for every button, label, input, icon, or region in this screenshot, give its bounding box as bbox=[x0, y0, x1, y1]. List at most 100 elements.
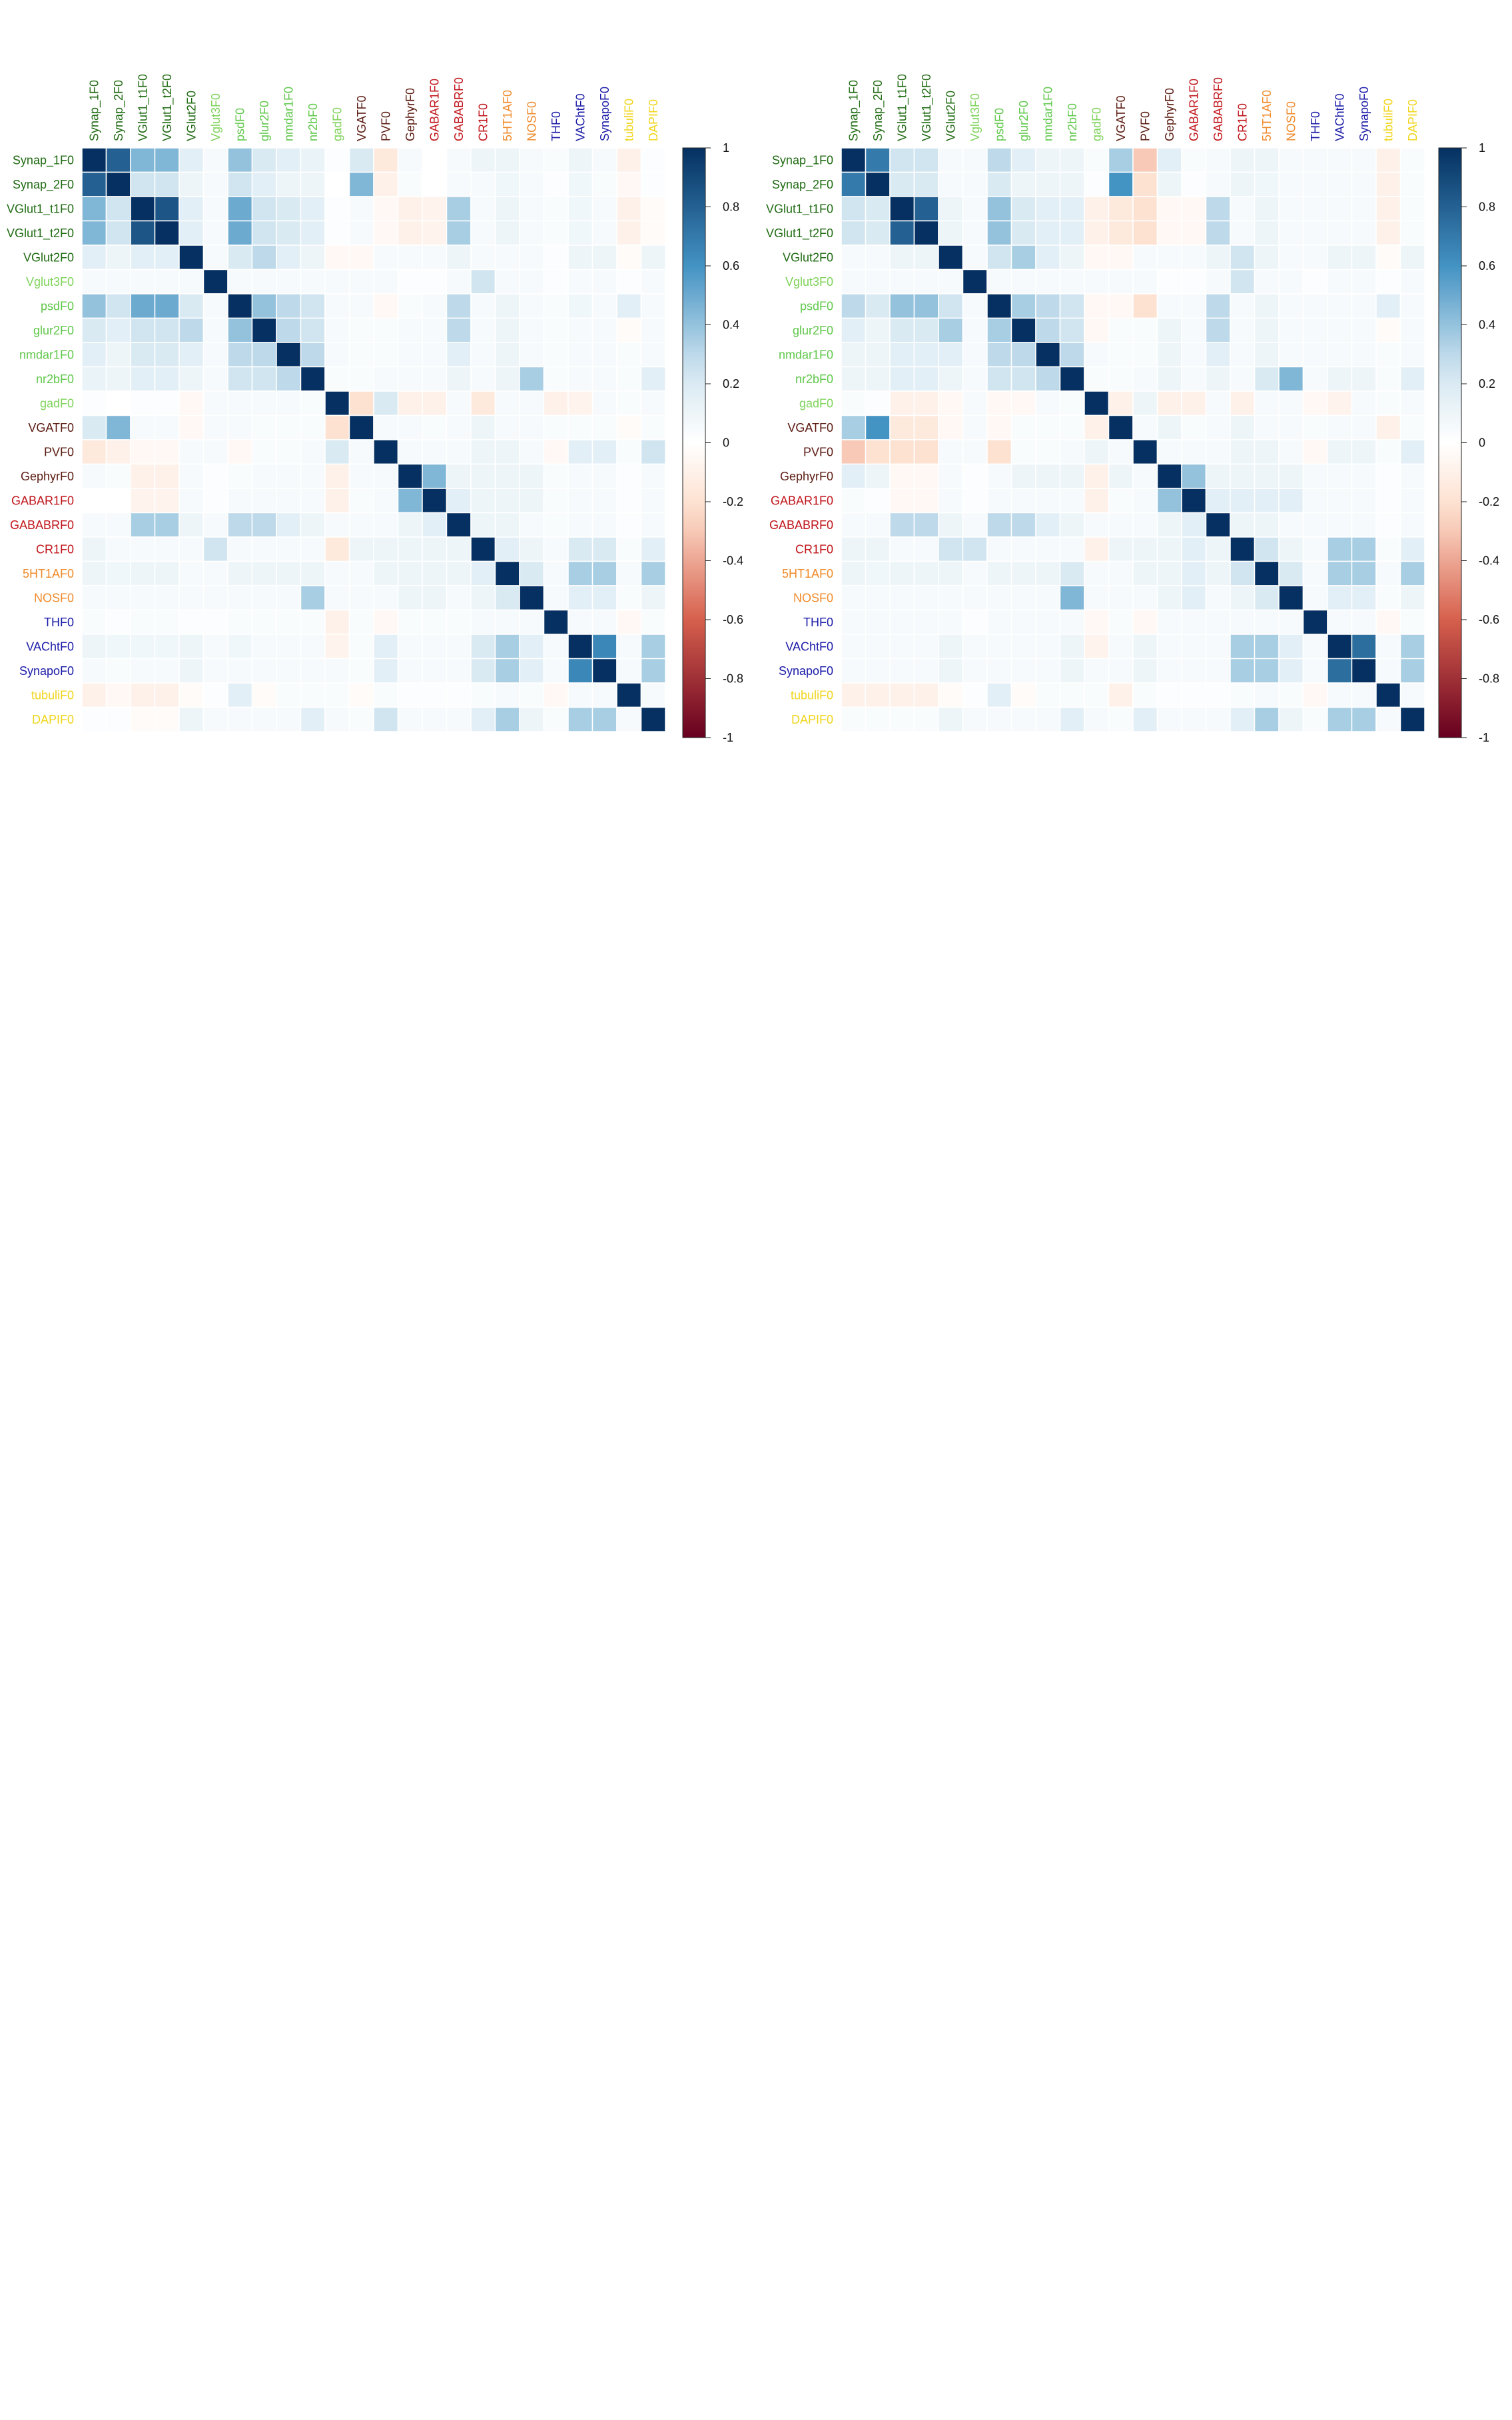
heatmap-cell-VGlut1_t1F0-tubuliF0 bbox=[616, 196, 642, 222]
heatmap-cell-Synap_1F0-VAChtF0 bbox=[567, 147, 593, 173]
heatmap-cell-psdF0-GABABRF0 bbox=[1205, 293, 1231, 319]
heatmap-cell-GABABRF0-VGlut1_t1F0 bbox=[130, 512, 156, 538]
heatmap-cell-tubuliF0-GABABRF0 bbox=[1205, 682, 1231, 708]
heatmap-cell-tubuliF0-5HT1AF0 bbox=[494, 682, 520, 708]
heatmap-cell-glur2F0-GABABRF0 bbox=[446, 317, 472, 343]
heatmap-cell-Synap_1F0-tubuliF0 bbox=[1375, 147, 1401, 173]
heatmap-cell-PVF0-PVF0 bbox=[373, 439, 399, 465]
heatmap-cell-tubuliF0-gadF0 bbox=[1084, 682, 1110, 708]
heatmap-cell-GABAR1F0-nmdar1F0 bbox=[276, 488, 302, 514]
heatmap-cell-PVF0-gadF0 bbox=[324, 439, 350, 465]
row-label: GABAR1F0 bbox=[11, 494, 74, 507]
heatmap-cell-THF0-gadF0 bbox=[1084, 609, 1110, 635]
heatmap-cell-Synap_1F0-glur2F0 bbox=[1010, 147, 1036, 173]
heatmap-cell-VGATF0-VGlut2F0 bbox=[938, 414, 964, 440]
heatmap-cell-SynapoF0-5HT1AF0 bbox=[1254, 658, 1280, 684]
heatmap-cell-VAChtF0-NOSF0 bbox=[519, 634, 545, 660]
heatmap-cell-SynapoF0-GABAR1F0 bbox=[1181, 658, 1207, 684]
heatmap-cell-GABABRF0-VAChtF0 bbox=[567, 512, 593, 538]
column-label: nr2bF0 bbox=[306, 103, 320, 141]
heatmap-cell-VGlut1_t2F0-gadF0 bbox=[1084, 220, 1110, 246]
heatmap-cell-tubuliF0-THF0 bbox=[1302, 682, 1328, 708]
heatmap-cell-GABABRF0-VGATF0 bbox=[348, 512, 374, 538]
heatmap-cell-VGlut2F0-GephyrF0 bbox=[1156, 245, 1182, 271]
heatmap-cell-5HT1AF0-psdF0 bbox=[227, 560, 253, 586]
heatmap-cell-VGlut1_t2F0-tubuliF0 bbox=[1375, 220, 1401, 246]
heatmap-cell-THF0-CR1F0 bbox=[1230, 609, 1256, 635]
heatmap-cell-VGlut1_t2F0-tubuliF0 bbox=[616, 220, 642, 246]
heatmap-cell-nr2bF0-GABABRF0 bbox=[1205, 366, 1231, 392]
heatmap-cell-GephyrF0-PVF0 bbox=[1132, 463, 1158, 489]
column-label: Synap_2F0 bbox=[871, 80, 885, 141]
heatmap-cell-Synap_1F0-5HT1AF0 bbox=[494, 147, 520, 173]
row-label: Synap_2F0 bbox=[772, 178, 833, 192]
heatmap-cell-VGATF0-Synap_2F0 bbox=[105, 414, 131, 440]
heatmap-cell-GABABRF0-gadF0 bbox=[1084, 512, 1110, 538]
heatmap-cell-NOSF0-NOSF0 bbox=[519, 585, 545, 611]
heatmap-cell-VGlut1_t1F0-Synap_2F0 bbox=[865, 196, 891, 222]
heatmap-cell-tubuliF0-VGlut2F0 bbox=[938, 682, 964, 708]
heatmap-cell-NOSF0-VAChtF0 bbox=[1327, 585, 1353, 611]
heatmap-cell-CR1F0-nmdar1F0 bbox=[1035, 536, 1061, 562]
heatmap-cell-Synap_1F0-VGlut1_t1F0 bbox=[889, 147, 915, 173]
column-label: NOSF0 bbox=[525, 101, 538, 141]
heatmap-cell-gadF0-nr2bF0 bbox=[1059, 390, 1085, 416]
heatmap-cell-GABAR1F0-VGlut2F0 bbox=[179, 488, 204, 514]
heatmap-cell-Vglut3F0-PVF0 bbox=[1132, 269, 1158, 295]
heatmap-cell-GABABRF0-tubuliF0 bbox=[1375, 512, 1401, 538]
heatmap-cell-DAPIF0-VGlut1_t1F0 bbox=[889, 706, 915, 732]
color-bar-tick-label: -0.8 bbox=[1479, 672, 1499, 686]
heatmap-cell-glur2F0-nr2bF0 bbox=[300, 317, 326, 343]
row-label: SynapoF0 bbox=[779, 664, 833, 678]
heatmap-cell-Synap_2F0-PVF0 bbox=[1132, 171, 1158, 197]
heatmap-cell-GephyrF0-tubuliF0 bbox=[1375, 463, 1401, 489]
heatmap-cell-5HT1AF0-glur2F0 bbox=[1010, 560, 1036, 586]
heatmap-cell-GephyrF0-GABABRF0 bbox=[1205, 463, 1231, 489]
heatmap-cell-Vglut3F0-VAChtF0 bbox=[1327, 269, 1353, 295]
heatmap-cell-gadF0-VGATF0 bbox=[1108, 390, 1134, 416]
heatmap-cell-5HT1AF0-VGlut1_t1F0 bbox=[889, 560, 915, 586]
heatmap-cell-CR1F0-VGlut1_t2F0 bbox=[913, 536, 939, 562]
heatmap-cell-PVF0-NOSF0 bbox=[1278, 439, 1304, 465]
heatmap-cell-PVF0-VGlut2F0 bbox=[938, 439, 964, 465]
heatmap-cell-Synap_1F0-5HT1AF0 bbox=[1254, 147, 1280, 173]
heatmap-cell-nmdar1F0-NOSF0 bbox=[1278, 342, 1304, 368]
heatmap-cell-Vglut3F0-Synap_2F0 bbox=[865, 269, 891, 295]
heatmap-cell-VGlut1_t1F0-GABABRF0 bbox=[1205, 196, 1231, 222]
heatmap-cell-glur2F0-CR1F0 bbox=[1230, 317, 1256, 343]
heatmap-cell-glur2F0-5HT1AF0 bbox=[494, 317, 520, 343]
heatmap-cell-tubuliF0-PVF0 bbox=[1132, 682, 1158, 708]
heatmap-cell-GephyrF0-VGATF0 bbox=[348, 463, 374, 489]
heatmap-cell-CR1F0-NOSF0 bbox=[1278, 536, 1304, 562]
heatmap-cell-GABAR1F0-PVF0 bbox=[1132, 488, 1158, 514]
heatmap-cell-tubuliF0-GABAR1F0 bbox=[1181, 682, 1207, 708]
heatmap-cell-DAPIF0-GABABRF0 bbox=[446, 706, 472, 732]
heatmap-cell-NOSF0-DAPIF0 bbox=[640, 585, 666, 611]
heatmap-cell-VGlut1_t2F0-Vglut3F0 bbox=[962, 220, 988, 246]
heatmap-cell-glur2F0-CR1F0 bbox=[470, 317, 496, 343]
column-label: VAChtF0 bbox=[1333, 93, 1346, 141]
row-label: GABABRF0 bbox=[10, 518, 74, 532]
heatmap-cell-gadF0-GABAR1F0 bbox=[1181, 390, 1207, 416]
heatmap-cell-DAPIF0-PVF0 bbox=[373, 706, 399, 732]
heatmap-cell-nr2bF0-Vglut3F0 bbox=[962, 366, 988, 392]
heatmap-cell-glur2F0-VAChtF0 bbox=[567, 317, 593, 343]
heatmap-cell-NOSF0-DAPIF0 bbox=[1399, 585, 1425, 611]
row-label: nmdar1F0 bbox=[19, 348, 74, 361]
heatmap-cell-GABABRF0-SynapoF0 bbox=[1351, 512, 1377, 538]
heatmap-cell-glur2F0-DAPIF0 bbox=[1399, 317, 1425, 343]
heatmap-cell-PVF0-tubuliF0 bbox=[1375, 439, 1401, 465]
heatmap-cell-psdF0-SynapoF0 bbox=[1351, 293, 1377, 319]
heatmap-cell-THF0-psdF0 bbox=[227, 609, 253, 635]
heatmap-cell-Vglut3F0-THF0 bbox=[543, 269, 569, 295]
heatmap-cell-Synap_1F0-PVF0 bbox=[1132, 147, 1158, 173]
heatmap-cell-psdF0-VGATF0 bbox=[348, 293, 374, 319]
heatmap-cell-Synap_1F0-VGlut2F0 bbox=[179, 147, 204, 173]
heatmap-cell-Synap_1F0-GABAR1F0 bbox=[422, 147, 448, 173]
heatmap-cell-psdF0-Synap_2F0 bbox=[105, 293, 131, 319]
heatmap-cell-DAPIF0-VGlut1_t2F0 bbox=[154, 706, 180, 732]
heatmap-cell-5HT1AF0-Vglut3F0 bbox=[962, 560, 988, 586]
heatmap-cell-VGlut2F0-VGlut1_t1F0 bbox=[889, 245, 915, 271]
heatmap-cell-VGlut2F0-glur2F0 bbox=[1010, 245, 1036, 271]
heatmap-cell-psdF0-VGlut1_t1F0 bbox=[130, 293, 156, 319]
